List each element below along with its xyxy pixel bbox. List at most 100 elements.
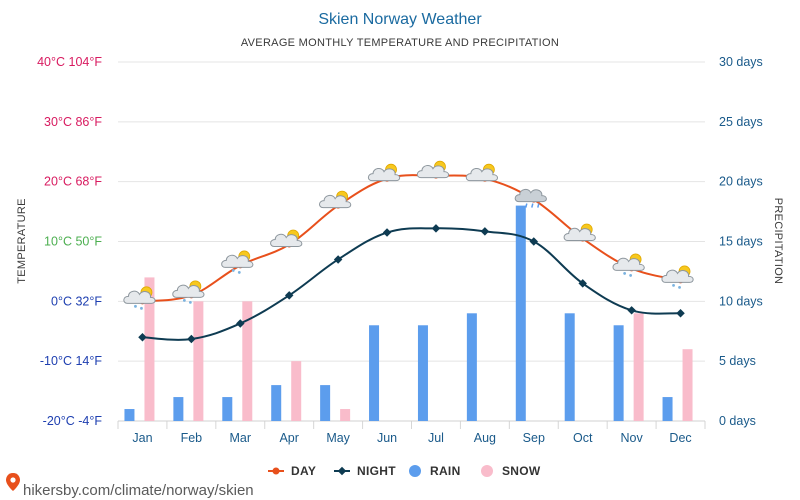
cloud-icon [514, 188, 547, 203]
night-point[interactable] [676, 309, 685, 318]
night-point[interactable] [480, 227, 490, 236]
y-left-tick-label: 40°C 104°F [37, 55, 102, 69]
legend-marker [409, 465, 421, 477]
cloud-icon [416, 165, 450, 179]
legend-item-snow[interactable]: SNOW [481, 464, 541, 478]
rain-bar[interactable] [173, 397, 184, 421]
y-right-tick-label: 30 days [719, 55, 763, 69]
y-left-tick-label: -10°C 14°F [40, 354, 102, 368]
weather-cloud-sun-icon [465, 163, 498, 182]
night-point[interactable] [578, 279, 587, 288]
legend-marker [481, 465, 493, 477]
cloud-icon [172, 284, 205, 298]
y-right-tick-label: 5 days [719, 354, 756, 368]
night-point[interactable] [333, 255, 343, 264]
night-point[interactable] [187, 334, 196, 344]
y-right-tick-label: 25 days [719, 115, 763, 129]
y-left-tick-label: 20°C 68°F [44, 175, 102, 189]
night-point[interactable] [284, 291, 294, 300]
weather-cloud-sun-icon [270, 229, 303, 247]
y-right-tick-label: 15 days [719, 235, 763, 249]
snowflake-icon [182, 298, 192, 304]
snowflake-icon [623, 272, 633, 277]
axis-labels: 40°C 104°F 30°C 86°F 20°C 68°F 10°C 50°F 0°C… [37, 55, 763, 445]
weather-cloud-sun-icon [416, 160, 450, 179]
night-point[interactable] [382, 228, 392, 237]
legend-label: NIGHT [357, 464, 396, 478]
cloud-icon [319, 194, 352, 209]
cloud-icon [367, 168, 401, 182]
rain-bar[interactable] [320, 385, 331, 421]
y-right-tick-label: 0 days [719, 414, 756, 428]
x-tick-label: Sep [523, 431, 545, 445]
weather-cloud-rain-icon [514, 188, 547, 208]
rain-bar[interactable] [369, 325, 380, 421]
precipitation-bars [124, 205, 693, 421]
y-left-tick-label: 30°C 86°F [44, 115, 102, 129]
snowflake-icon [672, 283, 681, 289]
source-url[interactable]: hikersby.com/climate/norway/skien [23, 482, 254, 499]
legend-label: SNOW [502, 464, 541, 478]
chart-subtitle: AVERAGE MONTHLY TEMPERATURE AND PRECIPIT… [241, 37, 559, 49]
snow-bar[interactable] [242, 301, 253, 421]
y-left-axis-title: TEMPERATURE [16, 198, 28, 284]
x-tick-label: Jun [377, 431, 397, 445]
temperature-lines [138, 172, 685, 344]
snow-bar[interactable] [633, 313, 644, 421]
rain-bar[interactable] [417, 325, 428, 421]
night-point[interactable] [627, 306, 636, 315]
weather-cloud-sun-snow-icon [172, 280, 205, 304]
night-point[interactable] [431, 224, 441, 233]
cloud-icon [661, 269, 694, 283]
cloud-icon [270, 233, 303, 247]
weather-cloud-sun-snow-icon [612, 253, 645, 277]
legend[interactable]: DAY NIGHT RAIN SNOW [268, 464, 541, 478]
y-right-tick-label: 10 days [719, 294, 763, 308]
rain-bar[interactable] [466, 313, 477, 421]
gridlines [117, 61, 706, 429]
cloud-icon [465, 168, 498, 182]
source-link[interactable]: hikersby.com/climate/norway/skien [6, 473, 254, 499]
y-left-tick-label: 10°C 50°F [44, 235, 102, 249]
snow-bar[interactable] [144, 277, 155, 421]
cloud-icon [123, 290, 156, 304]
x-tick-label: Oct [573, 431, 593, 445]
rain-bar[interactable] [271, 385, 282, 421]
snow-bar[interactable] [291, 361, 302, 421]
rain-bar[interactable] [613, 325, 624, 421]
day-line [142, 174, 681, 303]
night-point[interactable] [529, 237, 539, 246]
y-left-tick-label: 0°C 32°F [51, 294, 102, 308]
legend-marker [272, 467, 280, 475]
chart-title: Skien Norway Weather [318, 11, 482, 28]
weather-cloud-sun-icon [563, 223, 596, 242]
snowflake-icon [231, 269, 241, 274]
y-right-tick-label: 20 days [719, 175, 763, 189]
weather-icons [123, 160, 694, 310]
weather-cloud-sun-snow-icon [661, 265, 694, 289]
rain-bar[interactable] [662, 397, 673, 421]
legend-item-day[interactable]: DAY [268, 464, 316, 478]
cloud-icon [612, 257, 645, 271]
night-point[interactable] [138, 332, 147, 342]
legend-item-night[interactable]: NIGHT [334, 464, 396, 478]
legend-item-rain[interactable]: RAIN [409, 464, 461, 478]
weather-cloud-sun-icon [319, 190, 352, 209]
snow-bar[interactable] [682, 349, 693, 421]
rain-bar[interactable] [515, 205, 526, 421]
rain-bar[interactable] [564, 313, 575, 421]
x-tick-label: Feb [181, 431, 203, 445]
raindrop-icon [525, 203, 540, 208]
x-tick-label: Apr [279, 431, 298, 445]
night-point[interactable] [236, 319, 245, 328]
legend-label: RAIN [430, 464, 461, 478]
snowflake-icon [134, 304, 143, 310]
snow-bar[interactable] [340, 409, 351, 421]
x-tick-label: Jul [428, 431, 444, 445]
snow-bar[interactable] [193, 301, 204, 421]
night-line [142, 227, 681, 341]
rain-bar[interactable] [124, 409, 135, 421]
rain-bar[interactable] [222, 397, 233, 421]
y-right-axis-title: PRECIPITATION [772, 198, 784, 285]
